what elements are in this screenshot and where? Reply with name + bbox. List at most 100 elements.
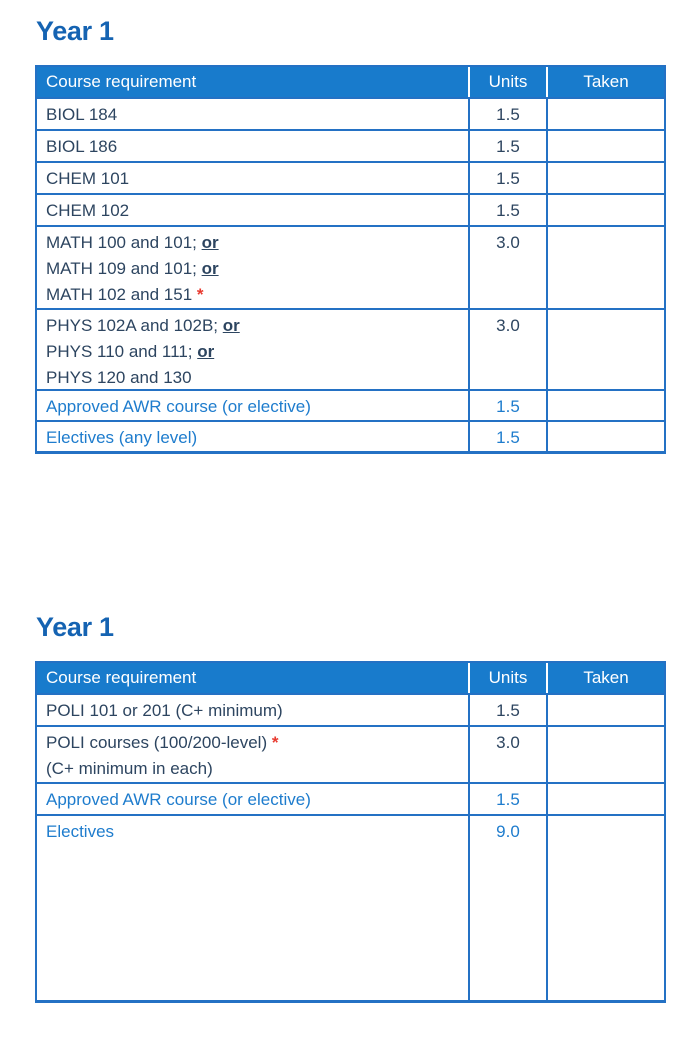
course-text: (C+ minimum in each): [46, 759, 213, 778]
units-cell: 1.5: [468, 784, 546, 814]
or-connector: or: [197, 342, 215, 361]
taken-cell[interactable]: [546, 816, 664, 1000]
table-row: PHYS 102A and 102B; or PHYS 110 and 111; …: [37, 308, 664, 391]
taken-cell[interactable]: [546, 727, 664, 782]
course-cell: CHEM 102: [37, 195, 468, 225]
course-line: (C+ minimum in each): [46, 756, 460, 782]
column-header-taken: Taken: [546, 67, 664, 97]
column-header-taken: Taken: [546, 663, 664, 693]
course-line: Electives (any level): [46, 425, 460, 451]
year-section: Year 1 Course requirement Units Taken BIOL 1…: [0, 16, 675, 454]
course-line: Approved AWR course (or elective): [46, 394, 460, 420]
section-title: Year 1: [36, 16, 114, 46]
course-text: Approved AWR course (or elective): [46, 397, 311, 416]
course-text: Electives: [46, 822, 115, 841]
course-text: CHEM 102: [46, 201, 130, 220]
course-text: CHEM 101: [46, 169, 130, 188]
course-text: Approved AWR course (or elective): [46, 790, 311, 809]
course-text: MATH 100 and 101;: [46, 233, 202, 252]
course-text: POLI courses (100/200-level): [46, 733, 272, 752]
taken-cell[interactable]: [546, 131, 664, 161]
or-connector: or: [222, 316, 240, 335]
or-connector: or: [201, 259, 219, 278]
taken-cell[interactable]: [546, 422, 664, 451]
table-row: Approved AWR course (or elective) 1.5: [37, 782, 664, 814]
course-text: POLI 101 or 201 (C+ minimum): [46, 701, 283, 720]
footnote-asterisk: *: [271, 733, 279, 752]
table-row: Approved AWR course (or elective) 1.5: [37, 389, 664, 420]
course-cell: BIOL 184: [37, 99, 468, 129]
column-header-units: Units: [468, 663, 546, 693]
course-cell: CHEM 101: [37, 163, 468, 193]
or-connector: or: [201, 233, 219, 252]
course-cell: POLI 101 or 201 (C+ minimum): [37, 695, 468, 725]
course-line: MATH 102 and 151 *: [46, 282, 460, 308]
course-line: BIOL 186: [46, 134, 460, 160]
units-cell: 1.5: [468, 195, 546, 225]
taken-cell[interactable]: [546, 163, 664, 193]
course-cell: Approved AWR course (or elective): [37, 784, 468, 814]
course-line: CHEM 102: [46, 198, 460, 224]
course-line: BIOL 184: [46, 102, 460, 128]
course-cell: Electives (any level): [37, 422, 468, 451]
course-text: MATH 102 and 151: [46, 285, 197, 304]
course-text: PHYS 120 and 130: [46, 368, 192, 387]
table-row: CHEM 102 1.5: [37, 193, 664, 225]
units-cell: 1.5: [468, 391, 546, 420]
table-row: BIOL 184 1.5: [37, 97, 664, 129]
course-line: PHYS 110 and 111; or: [46, 339, 460, 365]
table-row: BIOL 186 1.5: [37, 129, 664, 161]
column-header-units: Units: [468, 67, 546, 97]
taken-cell[interactable]: [546, 227, 664, 308]
course-line: MATH 100 and 101; or: [46, 230, 460, 256]
table-row: POLI 101 or 201 (C+ minimum) 1.5: [37, 693, 664, 725]
column-header-course: Course requirement: [46, 72, 197, 91]
units-cell: 1.5: [468, 695, 546, 725]
section-title: Year 1: [36, 612, 114, 642]
column-header-course: Course requirement: [46, 668, 197, 687]
course-line: POLI courses (100/200-level) *: [46, 730, 460, 756]
course-cell: MATH 100 and 101; or MATH 109 and 101; or…: [37, 227, 468, 308]
taken-cell[interactable]: [546, 695, 664, 725]
course-cell: Approved AWR course (or elective): [37, 391, 468, 420]
course-cell: BIOL 186: [37, 131, 468, 161]
table-row: Electives (any level) 1.5: [37, 420, 664, 451]
course-cell: POLI courses (100/200-level) * (C+ minimu…: [37, 727, 468, 782]
course-line: CHEM 101: [46, 166, 460, 192]
units-cell: 1.5: [468, 131, 546, 161]
table-row: POLI courses (100/200-level) * (C+ minimu…: [37, 725, 664, 782]
table-row: CHEM 101 1.5: [37, 161, 664, 193]
units-cell: 1.5: [468, 422, 546, 451]
units-cell: 3.0: [468, 227, 546, 308]
units-cell: 1.5: [468, 99, 546, 129]
table-row: MATH 100 and 101; or MATH 109 and 101; or…: [37, 225, 664, 308]
units-cell: 1.5: [468, 163, 546, 193]
course-text: PHYS 110 and 111;: [46, 342, 198, 361]
footnote-asterisk: *: [196, 285, 204, 304]
course-line: MATH 109 and 101; or: [46, 256, 460, 282]
course-cell: Electives: [37, 816, 468, 1000]
course-text: BIOL 186: [46, 137, 118, 156]
units-cell: 3.0: [468, 727, 546, 782]
course-line: PHYS 120 and 130: [46, 365, 460, 391]
taken-cell[interactable]: [546, 99, 664, 129]
taken-cell[interactable]: [546, 391, 664, 420]
units-cell: 3.0: [468, 310, 546, 391]
course-planning-worksheet: Year 1 Course requirement Units Taken BIOL 1…: [0, 16, 675, 1003]
course-text: PHYS 102A and 102B;: [46, 316, 223, 335]
taken-cell[interactable]: [546, 195, 664, 225]
table-header-row: Course requirement Units Taken: [37, 67, 664, 97]
course-line: POLI 101 or 201 (C+ minimum): [46, 698, 460, 724]
course-line: PHYS 102A and 102B; or: [46, 313, 460, 339]
course-line: Approved AWR course (or elective): [46, 787, 460, 813]
course-line: Electives: [46, 819, 460, 845]
table-header-row: Course requirement Units Taken: [37, 663, 664, 693]
taken-cell[interactable]: [546, 784, 664, 814]
requirements-table: Course requirement Units Taken BIOL 184 1.5 B…: [35, 65, 666, 454]
taken-cell[interactable]: [546, 310, 664, 391]
course-cell: PHYS 102A and 102B; or PHYS 110 and 111; …: [37, 310, 468, 391]
course-text: BIOL 184: [46, 105, 118, 124]
course-text: Electives (any level): [46, 428, 198, 447]
requirements-table: Course requirement Units Taken POLI 101 or …: [35, 661, 666, 1003]
year-section: Year 1 Course requirement Units Taken POLI 1…: [0, 612, 675, 1003]
